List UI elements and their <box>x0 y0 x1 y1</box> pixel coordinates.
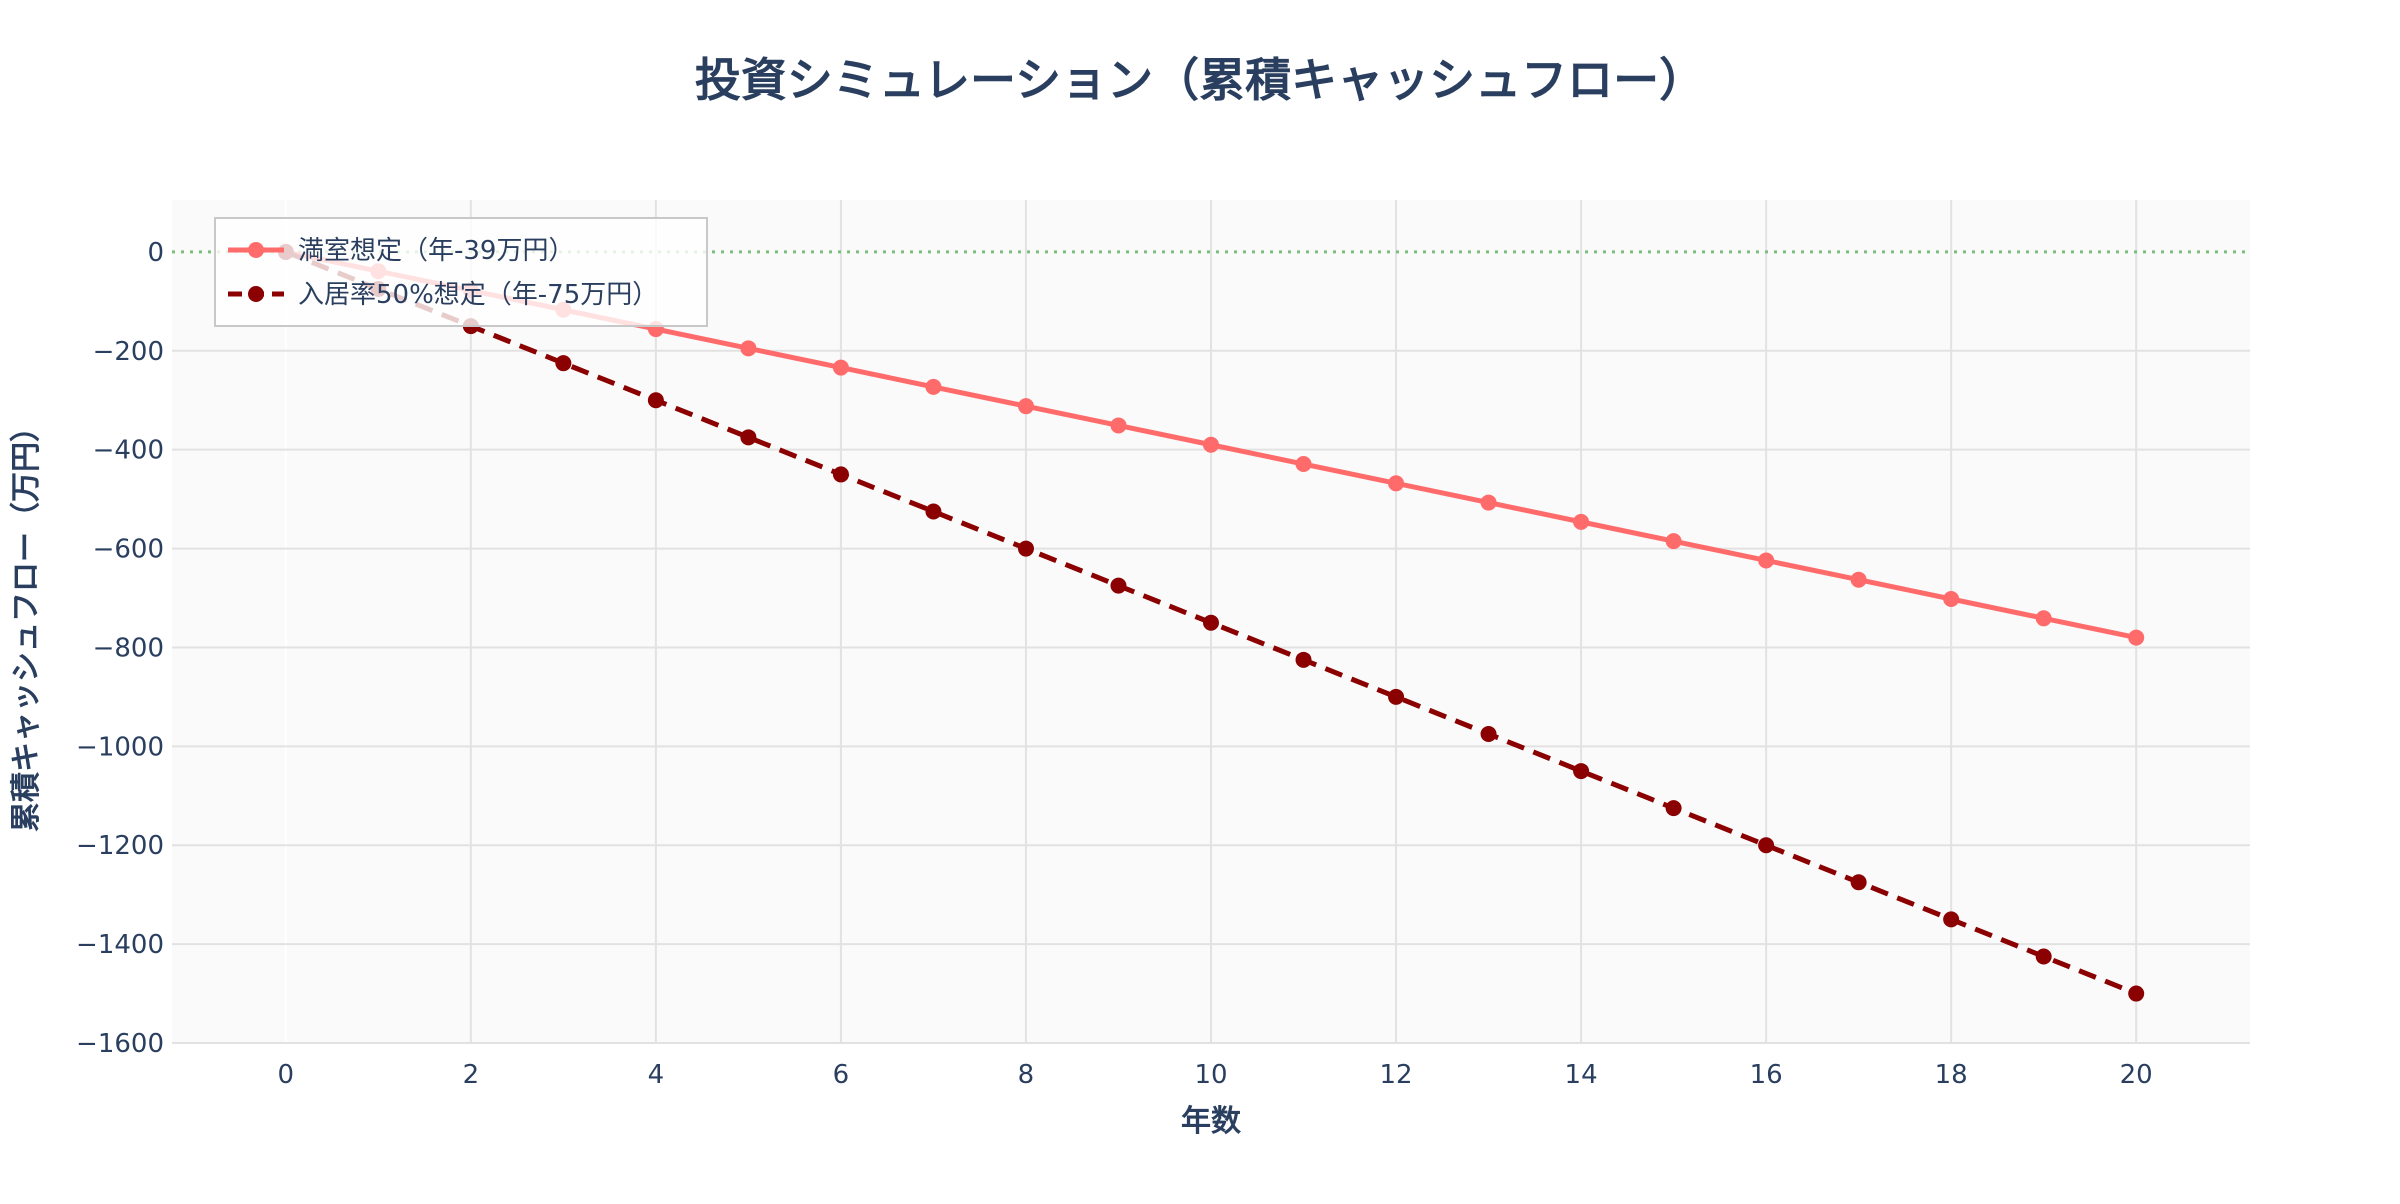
data-point <box>1850 874 1867 891</box>
data-point <box>740 429 757 446</box>
data-point <box>1943 911 1960 928</box>
data-point <box>2035 948 2052 965</box>
legend-label: 満室想定（年-39万円） <box>298 236 574 266</box>
data-point <box>1943 591 1960 608</box>
x-axis-label: 年数 <box>1181 1104 1242 1139</box>
data-point <box>555 355 572 372</box>
x-tick-label: 14 <box>1565 1060 1598 1090</box>
data-point <box>1758 552 1775 569</box>
chart-title: 投資シミュレーション（累積キャッシュフロー） <box>695 53 1705 107</box>
y-tick-label: −1200 <box>76 831 164 861</box>
data-point <box>1573 513 1590 530</box>
x-tick-label: 20 <box>2120 1060 2153 1090</box>
data-point <box>1203 436 1219 453</box>
data-point <box>1017 398 1034 415</box>
data-point <box>2035 610 2052 627</box>
y-tick-label: −1000 <box>76 732 164 762</box>
data-point <box>1110 417 1127 434</box>
data-point <box>1295 456 1312 473</box>
data-point <box>1388 688 1405 705</box>
x-tick-label: 12 <box>1379 1060 1412 1090</box>
data-point <box>1573 763 1590 780</box>
y-tick-label: −400 <box>93 436 164 466</box>
y-axis-label: 累積キャッシュフロー（万円） <box>9 412 44 832</box>
data-point <box>647 392 664 409</box>
legend: 満室想定（年-39万円） 入居率50%想定（年-75万円） <box>214 217 708 327</box>
data-point <box>1110 577 1127 594</box>
y-tick-label: −1600 <box>76 1029 164 1059</box>
data-point <box>1480 494 1497 511</box>
data-point <box>925 378 942 395</box>
data-point <box>925 503 942 520</box>
x-tick-label: 16 <box>1750 1060 1783 1090</box>
x-tick-label: 10 <box>1194 1060 1227 1090</box>
grid <box>172 200 2250 1044</box>
data-point <box>832 466 849 483</box>
data-point <box>832 359 849 376</box>
y-tick-label: −1400 <box>76 930 164 960</box>
tick-labels: 0 2 4 6 8 10 12 14 16 18 20 0 −200 −400 −600 −800 −1000 −… <box>76 238 2153 1090</box>
data-point <box>1758 837 1775 854</box>
x-tick-label: 8 <box>1018 1060 1035 1090</box>
legend-swatch-marker <box>248 242 264 258</box>
legend-box <box>214 217 708 327</box>
y-tick-label: 0 <box>147 238 164 268</box>
data-point <box>2128 629 2145 646</box>
data-point <box>2128 985 2145 1002</box>
y-tick-label: −600 <box>93 535 164 565</box>
x-tick-label: 4 <box>648 1060 665 1090</box>
data-point <box>1480 725 1497 742</box>
x-tick-label: 6 <box>833 1060 850 1090</box>
y-tick-label: −800 <box>93 633 164 663</box>
data-point <box>740 340 757 357</box>
data-point <box>1388 475 1405 492</box>
data-point <box>1295 651 1312 668</box>
data-point <box>1017 540 1034 557</box>
legend-label: 入居率50%想定（年-75万円） <box>298 280 658 310</box>
x-tick-label: 18 <box>1935 1060 1968 1090</box>
x-tick-label: 2 <box>463 1060 480 1090</box>
data-point <box>1203 614 1219 631</box>
data-point <box>1850 571 1867 588</box>
legend-swatch-marker <box>248 286 264 302</box>
data-point <box>1665 800 1682 817</box>
x-tick-label: 0 <box>278 1060 295 1090</box>
y-tick-label: −200 <box>93 337 164 367</box>
data-point <box>1665 533 1682 550</box>
